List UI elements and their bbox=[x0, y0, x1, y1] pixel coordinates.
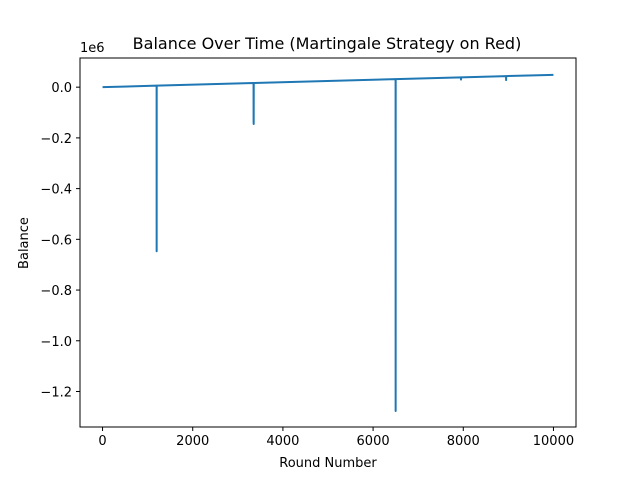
y-offset-label: 1e6 bbox=[80, 41, 105, 56]
x-tick-label: 4000 bbox=[266, 434, 299, 449]
x-tick-label: 10000 bbox=[533, 434, 574, 449]
chart-title: Balance Over Time (Martingale Strategy o… bbox=[133, 34, 522, 53]
x-tick-label: 6000 bbox=[357, 434, 390, 449]
x-axis: 0 2000 4000 6000 8000 10000 bbox=[98, 427, 574, 449]
y-tick-label: −0.8 bbox=[40, 284, 72, 299]
x-tick-label: 8000 bbox=[447, 434, 480, 449]
series-layer bbox=[102, 73, 554, 413]
y-axis-title: Balance bbox=[17, 217, 32, 269]
x-tick-label: 2000 bbox=[176, 434, 209, 449]
y-tick-label: 0.0 bbox=[51, 81, 72, 96]
y-tick-label: −0.4 bbox=[40, 183, 72, 198]
y-tick-label: −1.2 bbox=[40, 385, 72, 400]
x-tick-label: 0 bbox=[98, 434, 106, 449]
y-axis: 0.0 −0.2 −0.4 −0.6 −0.8 −1.0 −1.2 bbox=[40, 81, 80, 400]
y-tick-label: −0.2 bbox=[40, 132, 72, 147]
balance-series-line bbox=[102, 73, 554, 413]
x-axis-title: Round Number bbox=[279, 456, 377, 471]
plot-area bbox=[79, 57, 577, 428]
y-tick-label: −0.6 bbox=[40, 233, 72, 248]
y-tick-label: −1.0 bbox=[40, 335, 72, 350]
